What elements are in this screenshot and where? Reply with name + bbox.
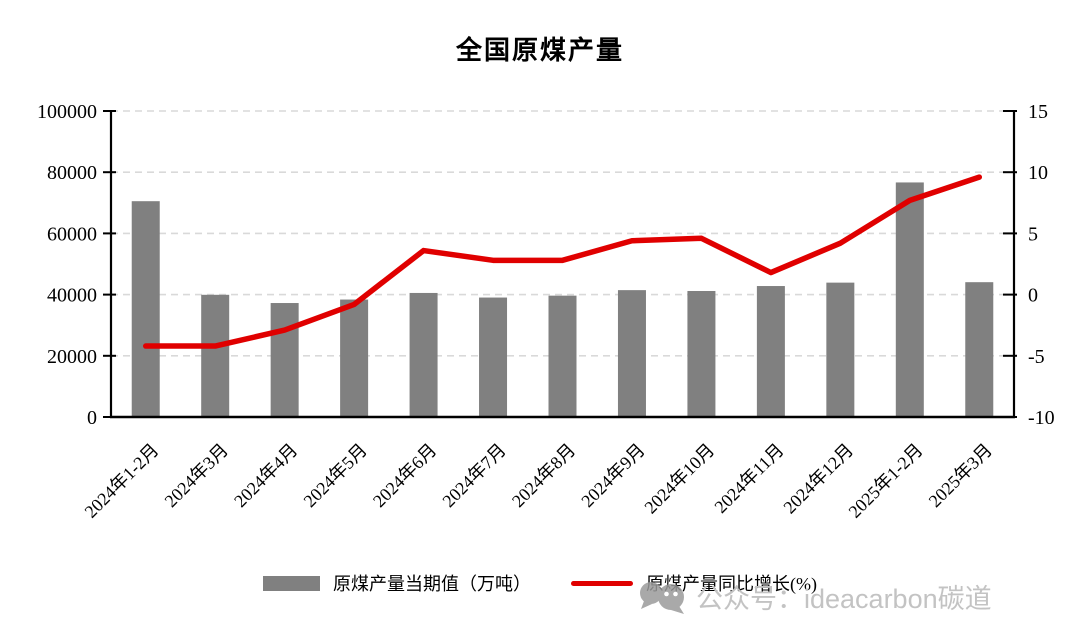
left-axis-tick-label: 20000: [47, 346, 97, 368]
left-axis-tick-label: 40000: [47, 285, 97, 307]
right-axis-tick-label: 0: [1028, 285, 1038, 307]
growth-line: [142, 174, 983, 349]
x-axis-label: 2024年7月: [438, 440, 509, 511]
bar: [756, 286, 785, 417]
legend-line-label: 原煤产量同比增长(%): [646, 574, 817, 594]
x-axis-label: 2024年5月: [300, 440, 371, 511]
x-axis-label: 2025年3月: [925, 440, 996, 511]
bar: [340, 299, 369, 417]
x-axis-label: 2025年1-2月: [845, 440, 927, 522]
bar: [965, 282, 994, 417]
right-axis-tick-label: 10: [1028, 162, 1048, 184]
x-axis-label: 2024年11月: [710, 440, 787, 517]
x-axis-label: 2024年9月: [577, 440, 648, 511]
x-axis-label: 2024年10月: [640, 440, 718, 518]
combo-chart: 0 20000 40000 60000 80000 100000 -10 -5 0 5 10 15 20…: [37, 101, 1055, 522]
bar: [895, 182, 924, 417]
bar: [270, 303, 299, 417]
chart-title: 全国原煤产量: [455, 36, 624, 65]
bar: [548, 295, 577, 417]
left-axis-tick-label: 100000: [37, 101, 97, 123]
right-axis-tick-label: 5: [1028, 223, 1038, 245]
bar: [617, 290, 646, 417]
left-axis-tick-label: 60000: [47, 223, 97, 245]
bar: [479, 297, 508, 417]
legend-bar-swatch: [263, 575, 320, 591]
x-axis-label: 2024年1-2月: [81, 440, 163, 522]
right-axis-tick-label: -5: [1028, 346, 1045, 368]
x-axis-label: 2024年3月: [161, 440, 232, 511]
bar: [201, 294, 230, 417]
x-axis-label: 2024年8月: [508, 440, 579, 511]
legend-line-swatch: [571, 580, 633, 586]
right-axis-tick-label: -10: [1028, 407, 1055, 429]
left-axis-tick-label: 80000: [47, 162, 97, 184]
bar: [687, 290, 716, 417]
x-axis-label: 2024年6月: [369, 440, 440, 511]
right-axis-tick-label: 15: [1028, 101, 1048, 123]
bar: [131, 201, 160, 417]
chart-legend: 原煤产量当期值（万吨） 原煤产量同比增长(%): [0, 570, 1080, 596]
left-axis-tick-label: 0: [87, 407, 97, 429]
bar: [409, 292, 438, 417]
legend-bar-label: 原煤产量当期值（万吨）: [333, 574, 531, 594]
bar: [826, 282, 855, 417]
x-axis-label: 2024年4月: [230, 440, 301, 511]
